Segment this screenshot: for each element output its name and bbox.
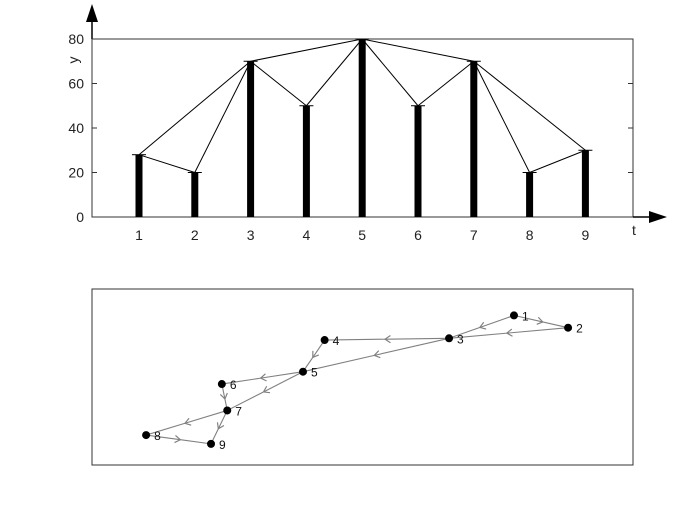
edge-4-5 xyxy=(302,339,326,373)
y-tick-label: 60 xyxy=(68,76,84,92)
x-tick-label: 5 xyxy=(358,227,366,243)
network-edges xyxy=(145,314,569,445)
bar-3 xyxy=(247,61,255,217)
node-6 xyxy=(217,380,226,389)
y-tick-label: 20 xyxy=(68,165,84,181)
bar-7 xyxy=(470,61,478,217)
edge-6-7 xyxy=(219,383,228,411)
edge-5-6 xyxy=(221,371,304,385)
x-tick-label: 2 xyxy=(191,227,199,243)
x-axis-label: t xyxy=(632,222,636,238)
bar-9 xyxy=(581,150,589,217)
edge-1-2 xyxy=(513,314,569,329)
bar-link-line xyxy=(529,149,586,173)
x-tick-label: 6 xyxy=(414,227,422,243)
node-2 xyxy=(564,323,573,332)
bars xyxy=(132,38,593,217)
network-panel: 1 2 3 4 5 6 7 8 9 xyxy=(91,288,634,466)
network-nodes: 1 2 3 4 5 6 7 8 9 xyxy=(142,309,583,452)
bar-4 xyxy=(302,105,310,217)
x-tick-label: 1 xyxy=(135,227,143,243)
x-tick-label: 7 xyxy=(470,227,478,243)
bar-chart-panel: 0 20 40 60 80 1 2 3 4 5 6 7 8 9 y t xyxy=(65,4,667,243)
node-label-1: 1 xyxy=(522,309,529,323)
y-axis-arrow-head xyxy=(86,4,98,22)
node-label-2: 2 xyxy=(576,322,583,336)
bar-link-line xyxy=(362,38,474,62)
x-tick-label: 9 xyxy=(582,227,590,243)
bar-link-line xyxy=(473,60,586,151)
edge-8-9 xyxy=(146,434,212,445)
node-label-6: 6 xyxy=(230,378,237,392)
edge-3-5 xyxy=(302,337,450,373)
bar-link-line xyxy=(250,38,363,62)
x-axis-arrow-head xyxy=(649,211,667,223)
y-tick-label: 40 xyxy=(68,120,84,136)
node-label-7: 7 xyxy=(235,404,242,418)
y-tick-label: 0 xyxy=(76,209,84,225)
bottom-plot-frame xyxy=(91,288,634,466)
node-5 xyxy=(298,367,307,376)
bar-top-links xyxy=(138,38,586,173)
x-tick-label: 3 xyxy=(247,227,255,243)
bar-link-line xyxy=(138,60,251,156)
node-label-8: 8 xyxy=(154,429,161,443)
bar-link-line xyxy=(306,38,363,107)
x-tick-label: 8 xyxy=(526,227,534,243)
y-tick-label: 80 xyxy=(68,31,84,47)
node-7 xyxy=(223,406,232,415)
x-tick-label: 4 xyxy=(303,227,311,243)
bar-link-line xyxy=(473,61,531,173)
node-label-3: 3 xyxy=(457,332,464,346)
node-3 xyxy=(445,334,454,343)
edge-2-3 xyxy=(449,327,569,339)
node-1 xyxy=(509,311,518,320)
bar-2 xyxy=(191,172,199,217)
node-label-4: 4 xyxy=(333,334,340,348)
y-axis-label: y xyxy=(65,57,81,64)
edge-1-3 xyxy=(448,314,515,339)
edge-7-8 xyxy=(145,409,228,436)
bar-1 xyxy=(135,154,143,217)
edge-7-9 xyxy=(210,410,228,445)
bar-link-line xyxy=(250,60,307,107)
node-9 xyxy=(207,439,216,448)
y-axis-ticks: 0 20 40 60 80 xyxy=(68,31,633,225)
bar-link-line xyxy=(194,61,252,173)
edge-5-7 xyxy=(226,371,304,411)
bar-6 xyxy=(414,105,422,217)
bar-link-line xyxy=(361,38,419,107)
bar-8 xyxy=(526,172,534,217)
bar-5 xyxy=(358,39,366,217)
bar-link-line xyxy=(138,154,195,173)
edge-3-4 xyxy=(324,335,450,344)
node-label-5: 5 xyxy=(311,366,318,380)
node-label-9: 9 xyxy=(219,438,226,452)
node-4 xyxy=(320,336,329,345)
bar-link-line xyxy=(417,60,475,107)
node-8 xyxy=(142,431,151,440)
